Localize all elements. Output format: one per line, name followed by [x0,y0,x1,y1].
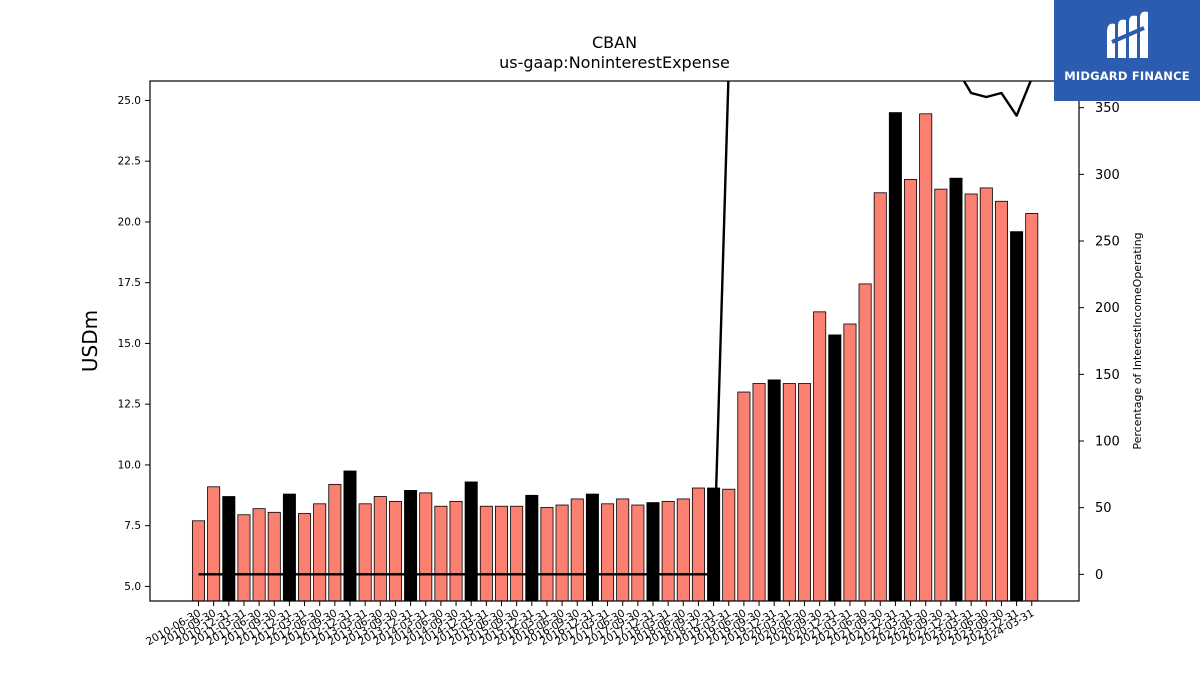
bar-2013-09-30 [388,500,402,601]
bar-2018-06-30 [676,498,690,601]
y-tick-label: 20.0 [118,216,141,228]
bar-2023-03-31 [964,193,978,601]
y2-tick-label: 150 [1095,368,1120,383]
midgard-finance-logo: MIDGARD FINANCE [1054,0,1200,101]
logo-text: MIDGARD FINANCE [1064,69,1190,83]
bar-2015-03-31 [479,505,493,601]
line-layer [198,81,1032,576]
y-tick-label: 17.5 [118,277,141,289]
y-tick-label: 15.0 [118,338,141,350]
bar-2022-09-30 [934,188,948,601]
y2-tick-label: 250 [1095,235,1120,250]
bar-2023-12-31 [1010,231,1024,601]
bar-2021-03-31 [843,323,857,601]
y2-tick-label: 300 [1095,168,1120,183]
y-tick-label: 7.5 [124,520,141,532]
y2-tick-label: 0 [1095,568,1103,583]
bar-2010-06-30 [191,520,205,601]
midgard-logo-mark-icon [1107,11,1148,59]
bar-2011-12-31 [282,493,296,601]
bar-2019-03-31 [722,488,736,601]
bar-2018-09-30 [691,487,705,601]
bar-2017-03-31 [601,503,615,601]
bar-2024-03-31 [1025,213,1039,601]
bar-2021-09-30 [873,192,887,601]
bar-2010-09-30 [207,486,221,601]
y-tick-label: 22.5 [118,156,141,168]
bar-2020-09-30 [813,311,827,601]
bar-2011-09-30 [267,511,281,601]
bar-2014-03-31 [419,492,433,601]
y-tick-label: 25.0 [118,95,141,107]
y2-axis: 0 50 100 150 200 250 300 350 [1079,101,1120,583]
y2-axis-label: Percentage of InterestIncomeOperating [1131,232,1144,449]
y-axis-label: USDm [78,310,102,372]
bar-2018-03-31 [661,500,675,601]
bar-2014-09-30 [449,500,463,601]
bar-2014-12-31 [464,481,478,601]
bar-2021-06-30 [858,283,872,601]
y2-tick-label: 200 [1095,301,1120,316]
bar-2011-03-31 [237,514,251,601]
bar-2020-06-30 [798,383,812,601]
bar-2011-06-30 [252,508,266,601]
bar-2017-12-31 [646,502,660,601]
bar-2019-09-30 [752,383,766,601]
bar-2019-12-31 [767,379,781,601]
bar-2016-12-31 [585,493,599,601]
bar-2022-12-31 [949,177,963,601]
bar-2016-03-31 [540,507,554,601]
y2-tick-label: 50 [1095,501,1112,516]
bar-2020-12-31 [828,334,842,601]
bar-2017-09-30 [631,504,645,601]
bar-2013-12-31 [404,490,418,601]
x-axis: 2010-06-302010-09-302010-12-312011-03-31… [144,601,1036,648]
bar-2016-06-30 [555,504,569,601]
y-tick-label: 10.0 [118,459,141,471]
bar-2013-06-30 [373,496,387,601]
bar-2010-12-31 [222,496,236,601]
plot-frame [149,80,1080,602]
y-tick-label: 5.0 [124,581,141,593]
y2-tick-label: 100 [1095,435,1120,450]
bars-group [191,112,1039,601]
bar-2020-03-31 [782,383,796,601]
bar-2023-06-30 [979,187,993,601]
y2-tick-label: 350 [1095,101,1120,116]
bar-2022-06-30 [919,113,933,601]
y-tick-label: 12.5 [118,399,141,411]
bar-2012-03-31 [298,513,312,601]
bar-2013-03-31 [358,503,372,601]
percentage-line [198,81,1032,576]
bar-2021-12-31 [888,112,902,601]
bar-2015-12-31 [525,494,539,601]
bar-2012-06-30 [313,503,327,601]
y-axis: 5.0 7.5 10.0 12.5 15.0 17.5 20.0 22.5 25.0 [118,95,150,593]
bar-2012-12-31 [343,470,357,601]
bar-2016-09-30 [570,498,584,601]
chart-subtitle: us-gaap:NoninterestExpense [499,53,730,72]
bar-2023-09-30 [994,200,1008,601]
bar-2012-09-30 [328,483,342,601]
bar-2017-06-30 [616,498,630,601]
bar-2015-09-30 [510,505,524,601]
bar-2019-06-30 [737,391,751,601]
bar-2022-03-31 [904,179,918,601]
chart-title: CBAN [592,33,637,52]
bar-2014-06-30 [434,505,448,601]
bar-2015-06-30 [494,505,508,601]
